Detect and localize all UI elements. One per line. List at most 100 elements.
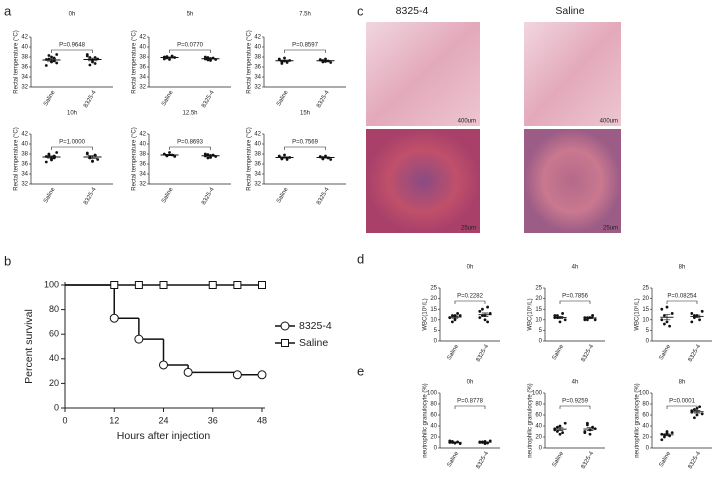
significance-bracket [51, 49, 93, 53]
y-tick-label: 42 [139, 35, 146, 41]
error-bar [87, 57, 98, 62]
survival-step [138, 318, 164, 340]
significance-bracket [169, 49, 211, 53]
marker [109, 313, 119, 323]
y-tick-label: 42 [139, 132, 146, 138]
significance-bracket [666, 405, 698, 409]
data-point [583, 431, 587, 434]
marker [183, 367, 193, 377]
error-bar [586, 316, 594, 319]
data-point [591, 425, 594, 429]
data-point [451, 314, 454, 317]
data-point [453, 318, 457, 322]
data-point [593, 318, 597, 322]
significance-bracket [559, 405, 591, 409]
marker [208, 281, 217, 289]
data-point [561, 312, 564, 315]
error-bar [164, 153, 175, 157]
chart-title: 8h [679, 380, 686, 386]
data-point [50, 55, 53, 59]
data-point [96, 158, 100, 161]
y-tick-label: 36 [139, 162, 146, 168]
data-point [698, 318, 701, 322]
data-point [478, 309, 482, 313]
x-tick-label: 8325-4 [201, 89, 216, 109]
data-point [285, 158, 289, 161]
y-tick-label: 0 [646, 446, 650, 452]
marker [159, 360, 168, 370]
data-point [588, 432, 592, 436]
x-axis-label: Hours after injection [117, 430, 211, 442]
error-bar [586, 427, 594, 431]
x-tick-label: 8325-4 [316, 186, 331, 206]
data-point [324, 57, 327, 61]
y-tick-label: 20 [49, 378, 59, 388]
significance-bracket [454, 405, 486, 409]
chart-title: 0h [69, 12, 76, 18]
data-point [44, 64, 48, 67]
y-tick-label: 20 [642, 435, 649, 441]
y-tick-label: 60 [430, 413, 437, 419]
marker [257, 370, 267, 380]
x-tick-label: 8325-4 [688, 450, 703, 470]
x-tick-label: Saline [552, 343, 566, 361]
y-axis-label: Rectal temperature (°C) [247, 30, 253, 93]
y-tick-label: 34 [254, 75, 261, 81]
y-tick-label: 80 [49, 304, 59, 314]
y-tick-label: 42 [21, 132, 28, 138]
data-point [563, 318, 567, 322]
marker [232, 370, 242, 380]
y-tick-label: 38 [21, 55, 28, 61]
data-point [553, 314, 557, 317]
x-tick-label: Saline [447, 343, 461, 361]
p-value: P=0.8778 [457, 399, 484, 405]
y-tick-label: 36 [139, 65, 146, 71]
x-tick-label: 8325-4 [83, 89, 98, 109]
data-point [85, 152, 89, 156]
data-point [55, 61, 59, 65]
data-point [481, 307, 484, 311]
x-tick-label: 8325-4 [688, 343, 703, 363]
y-tick-label: 60 [642, 413, 649, 419]
data-point [277, 57, 281, 61]
error-bar [205, 154, 216, 157]
p-value: P=0.9648 [59, 43, 86, 49]
y-tick-label: 40 [254, 142, 261, 148]
y-tick-label: 40 [139, 45, 146, 51]
x-tick-label: Saline [552, 450, 566, 468]
data-point [488, 312, 492, 315]
y-tick-label: 40 [254, 45, 261, 51]
y-tick-label: 40 [139, 142, 146, 148]
y-tick-label: 60 [535, 413, 542, 419]
data-point [660, 438, 664, 442]
y-tick-label: 34 [139, 75, 146, 81]
error-bar [320, 156, 331, 159]
data-point [209, 59, 212, 62]
significance-bracket [51, 146, 93, 150]
error-bar [556, 316, 564, 319]
data-point [583, 318, 587, 322]
histology-image [524, 129, 621, 233]
data-point [663, 435, 666, 439]
data-point [586, 318, 589, 322]
p-value: P=0.0001 [669, 399, 696, 405]
error-bar [87, 155, 98, 159]
y-tick-label: 34 [254, 172, 261, 178]
p-value: P=0.7569 [292, 140, 319, 146]
error-bar [663, 433, 671, 437]
p-value: P=0.2282 [457, 294, 484, 300]
data-point [668, 324, 671, 328]
y-tick-label: 32 [139, 182, 146, 188]
chart-title: 5h [187, 12, 194, 18]
x-tick-label: 8325-4 [476, 343, 491, 363]
data-point [93, 62, 97, 65]
y-axis-label: neutrophilic granulocyte (%) [635, 383, 641, 457]
y-tick-label: 15 [642, 307, 649, 313]
x-tick-label: Saline [659, 343, 673, 361]
data-point [451, 320, 454, 324]
y-tick-label: 32 [21, 85, 28, 91]
y-tick-label: 0 [54, 402, 59, 412]
data-point [44, 58, 48, 61]
survival-step [113, 285, 139, 319]
